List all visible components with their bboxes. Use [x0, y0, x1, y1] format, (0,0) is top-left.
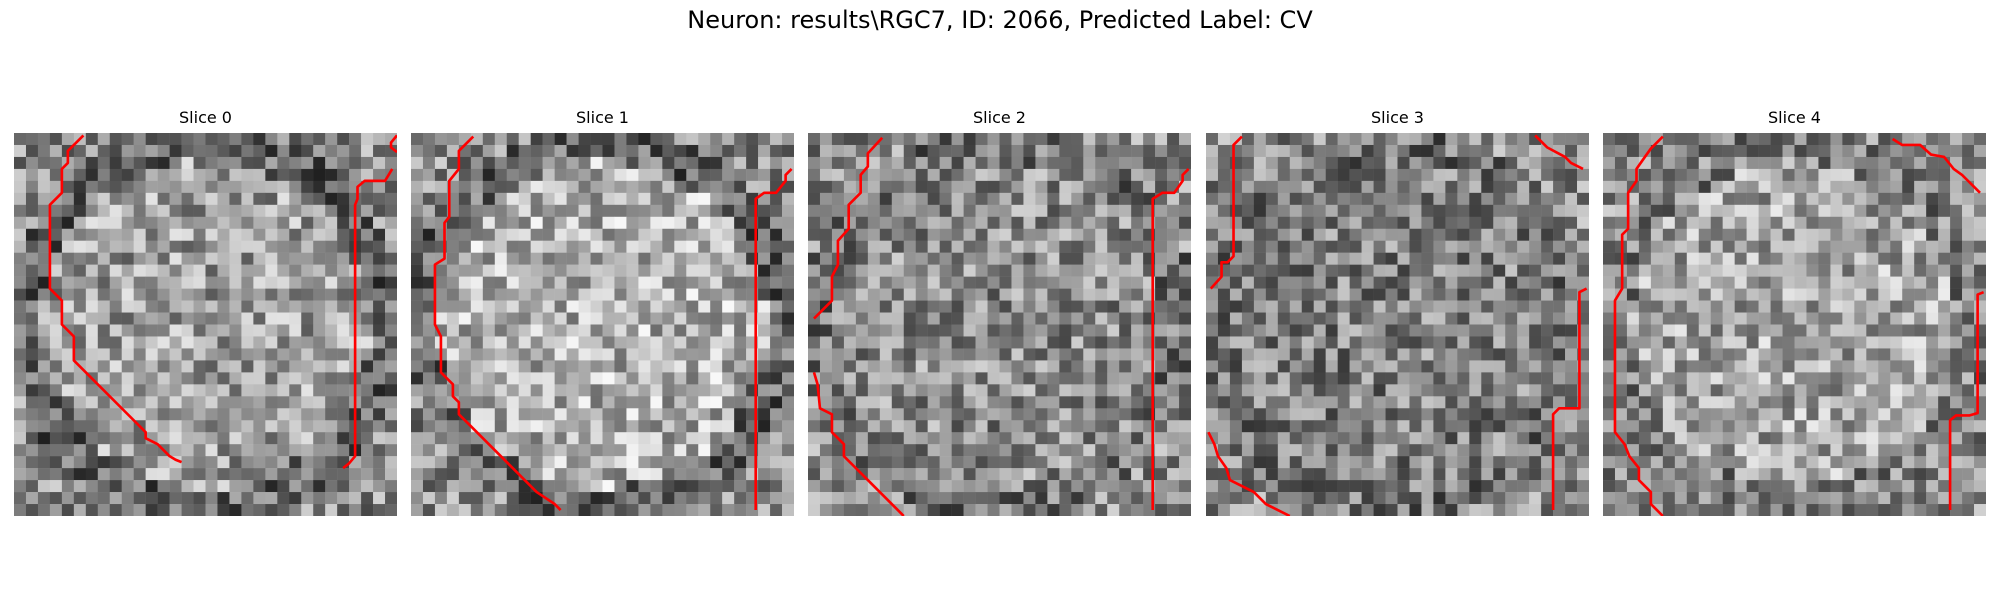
slice-panel-3: Slice 3	[1206, 107, 1589, 516]
cell-contour-line	[754, 167, 793, 511]
pixel-grid	[1603, 133, 1986, 516]
slice-image	[411, 133, 794, 516]
cell-contour-line	[1151, 167, 1190, 511]
slice-title: Slice 3	[1371, 108, 1424, 127]
slice-panel-0: Slice 0	[14, 107, 397, 516]
slice-title: Slice 2	[973, 108, 1026, 127]
slice-panel-4: Slice 4	[1603, 107, 1986, 516]
slice-title: Slice 4	[1768, 108, 1821, 127]
cell-contour-line	[433, 135, 562, 511]
slice-title: Slice 1	[576, 108, 629, 127]
cell-contour-line	[48, 134, 183, 464]
pixel-grid	[808, 133, 1191, 516]
cell-contour-line	[1551, 287, 1588, 511]
cell-contour-line	[1209, 135, 1243, 290]
pixel-grid	[1206, 133, 1589, 516]
figure-title: Neuron: results\RGC7, ID: 2066, Predicte…	[687, 6, 1313, 34]
cell-contour-line	[1613, 135, 1664, 516]
cell-contour-line	[1534, 134, 1584, 171]
slice-image	[808, 133, 1191, 516]
slice-panel-2: Slice 2	[808, 107, 1191, 516]
cell-contour-line	[1891, 137, 1981, 194]
pixel-grid	[14, 133, 397, 516]
cell-contour-line	[342, 134, 397, 470]
slice-panel-1: Slice 1	[411, 107, 794, 516]
cell-contour-line	[813, 136, 884, 320]
slice-image	[14, 133, 397, 516]
cell-contour-line	[1948, 290, 1985, 511]
slice-image	[1206, 133, 1589, 516]
slice-title: Slice 0	[179, 108, 232, 127]
cell-contour-line	[812, 371, 905, 516]
pixel-grid	[411, 133, 794, 516]
cell-contour-line	[1207, 431, 1291, 516]
slice-image	[1603, 133, 1986, 516]
